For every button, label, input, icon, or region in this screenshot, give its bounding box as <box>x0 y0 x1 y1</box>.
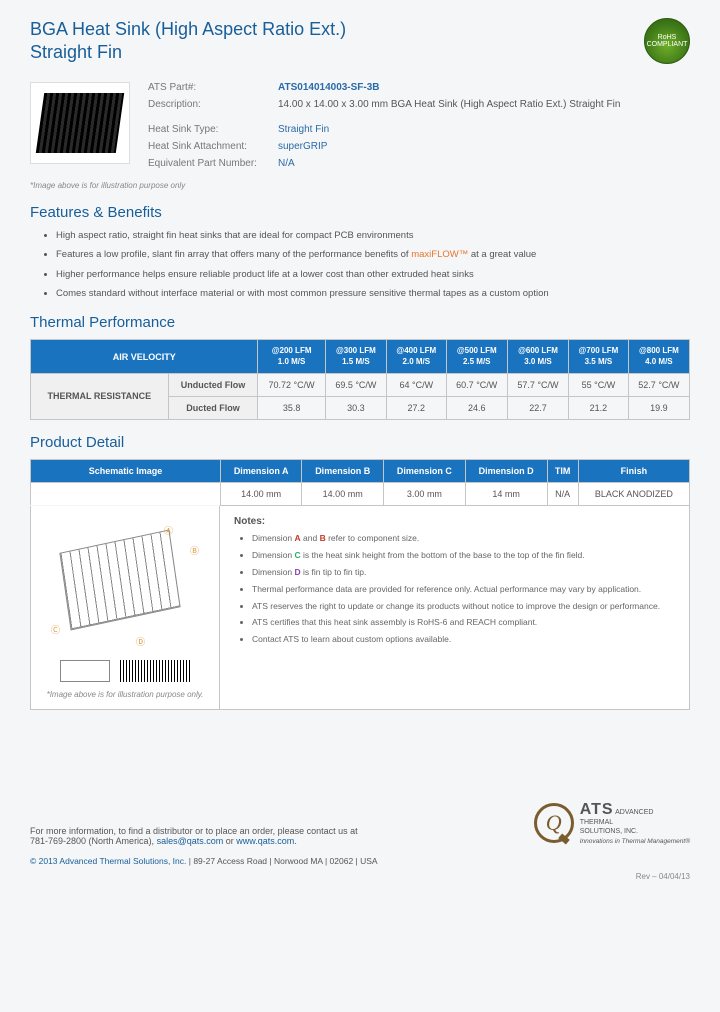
contact-line1: For more information, to find a distribu… <box>30 826 358 836</box>
feature-item: Comes standard without interface materia… <box>56 287 690 300</box>
notes-cell: Notes: Dimension A and B refer to compon… <box>220 506 690 710</box>
image-note: *Image above is for illustration purpose… <box>30 181 690 190</box>
label-type: Heat Sink Type: <box>148 124 278 135</box>
label-part: ATS Part#: <box>148 82 278 93</box>
ats-tagline: Innovations in Thermal Management® <box>580 838 690 846</box>
features-heading: Features & Benefits <box>30 204 690 221</box>
copyright-address: | 89-27 Access Road | Norwood MA | 02062… <box>189 856 378 866</box>
heatsink-image <box>30 82 130 164</box>
schematic-drawing: Ⓐ Ⓑ Ⓒ Ⓓ <box>45 520 205 650</box>
value-equiv: N/A <box>278 158 295 169</box>
dim-marker-c: Ⓒ <box>51 623 60 636</box>
note-item: Thermal performance data are provided fo… <box>252 584 675 596</box>
footer-contact: For more information, to find a distribu… <box>30 826 358 846</box>
heatsink-shape-icon <box>36 93 124 153</box>
label-box-icon <box>60 660 110 682</box>
contact-phone: 781-769-2800 (North America), <box>30 836 154 846</box>
header: BGA Heat Sink (High Aspect Ratio Ext.) S… <box>30 18 690 64</box>
note-item: Dimension A and B refer to component siz… <box>252 533 675 545</box>
feature-item: High aspect ratio, straight fin heat sin… <box>56 229 690 242</box>
revision: Rev – 04/04/13 <box>30 872 690 881</box>
note-item: ATS reserves the right to update or chan… <box>252 601 675 613</box>
value-attach: superGRIP <box>278 141 327 152</box>
thermal-heading: Thermal Performance <box>30 314 690 331</box>
dim-marker-d: Ⓓ <box>136 635 145 648</box>
label-attach: Heat Sink Attachment: <box>148 141 278 152</box>
detail-table: Schematic ImageDimension ADimension BDim… <box>30 459 690 506</box>
copyright-company: © 2013 Advanced Thermal Solutions, Inc. <box>30 856 186 866</box>
value-desc: 14.00 x 14.00 x 3.00 mm BGA Heat Sink (H… <box>278 99 620 110</box>
product-image-block <box>30 82 130 175</box>
ats-logo: Q ATS ADVANCED THERMAL SOLUTIONS, INC. I… <box>534 800 690 846</box>
note-item: Dimension C is the heat sink height from… <box>252 550 675 562</box>
notes-title: Notes: <box>234 516 675 527</box>
features-list: High aspect ratio, straight fin heat sin… <box>30 229 690 300</box>
dim-marker-a: Ⓐ <box>164 524 173 537</box>
rohs-text: RoHS COMPLIANT <box>645 34 689 48</box>
feature-item: Higher performance helps ensure reliable… <box>56 268 690 281</box>
note-item: ATS certifies that this heat sink assemb… <box>252 617 675 629</box>
spec-grid: ATS Part#: ATS014014003-SF-3B Descriptio… <box>148 82 690 175</box>
ats-logo-text: ATS ADVANCED THERMAL SOLUTIONS, INC. Inn… <box>580 800 690 846</box>
footer: For more information, to find a distribu… <box>30 800 690 846</box>
q-logo-icon: Q <box>534 803 574 843</box>
value-type: Straight Fin <box>278 124 329 135</box>
contact-or: or <box>226 836 237 846</box>
dim-marker-b: Ⓑ <box>190 544 199 557</box>
schematic-note: *Image above is for illustration purpose… <box>41 690 209 699</box>
copyright: © 2013 Advanced Thermal Solutions, Inc. … <box>30 856 690 866</box>
label-desc: Description: <box>148 99 278 110</box>
note-item: Contact ATS to learn about custom option… <box>252 634 675 646</box>
ats-logo-name: ATS <box>580 801 614 818</box>
detail-body: Ⓐ Ⓑ Ⓒ Ⓓ *Image above is for illustration… <box>30 506 690 710</box>
barcode-icon <box>120 660 190 682</box>
contact-email-link[interactable]: sales@qats.com <box>157 836 224 846</box>
detail-heading: Product Detail <box>30 434 690 451</box>
iso-heatsink-icon <box>59 529 180 630</box>
schematic-cell: Ⓐ Ⓑ Ⓒ Ⓓ *Image above is for illustration… <box>30 506 220 710</box>
note-item: Dimension D is fin tip to fin tip. <box>252 567 675 579</box>
rohs-badge-icon: RoHS COMPLIANT <box>644 18 690 64</box>
feature-item: Features a low profile, slant fin array … <box>56 248 690 261</box>
value-part: ATS014014003-SF-3B <box>278 82 380 93</box>
part-summary: ATS Part#: ATS014014003-SF-3B Descriptio… <box>30 82 690 175</box>
notes-list: Dimension A and B refer to component siz… <box>234 533 675 646</box>
title-line-2: Straight Fin <box>30 41 346 64</box>
barcode-row <box>41 660 209 682</box>
thermal-table: AIR VELOCITY@200 LFM1.0 M/S@300 LFM1.5 M… <box>30 339 690 420</box>
contact-line2: 781-769-2800 (North America), sales@qats… <box>30 836 358 846</box>
title-line-1: BGA Heat Sink (High Aspect Ratio Ext.) <box>30 18 346 41</box>
label-equiv: Equivalent Part Number: <box>148 158 278 169</box>
page-title: BGA Heat Sink (High Aspect Ratio Ext.) S… <box>30 18 346 63</box>
contact-web-link[interactable]: www.qats.com <box>236 836 294 846</box>
